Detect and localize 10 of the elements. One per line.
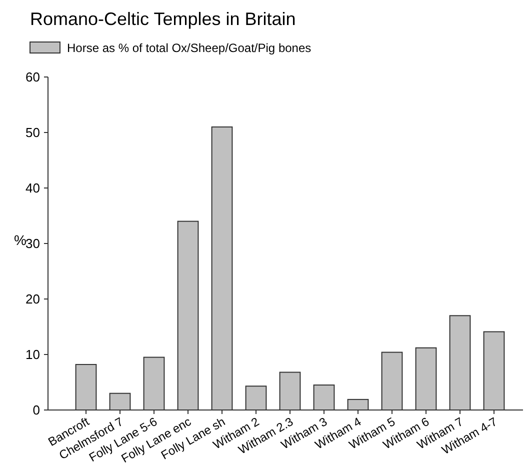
legend-label: Horse as % of total Ox/Sheep/Goat/Pig bones bbox=[67, 41, 312, 55]
y-tick-label: 60 bbox=[26, 70, 40, 85]
y-tick-label: 30 bbox=[26, 236, 40, 252]
y-tick-label: 0 bbox=[32, 402, 40, 418]
y-tick-label: 10 bbox=[26, 347, 40, 362]
y-tick-label: 50 bbox=[26, 125, 40, 140]
chart-title: Romano-Celtic Temples in Britain bbox=[30, 9, 296, 29]
y-tick-label: 40 bbox=[26, 180, 40, 196]
y-axis-title: % bbox=[14, 232, 26, 248]
y-tick-label: 20 bbox=[26, 292, 40, 307]
